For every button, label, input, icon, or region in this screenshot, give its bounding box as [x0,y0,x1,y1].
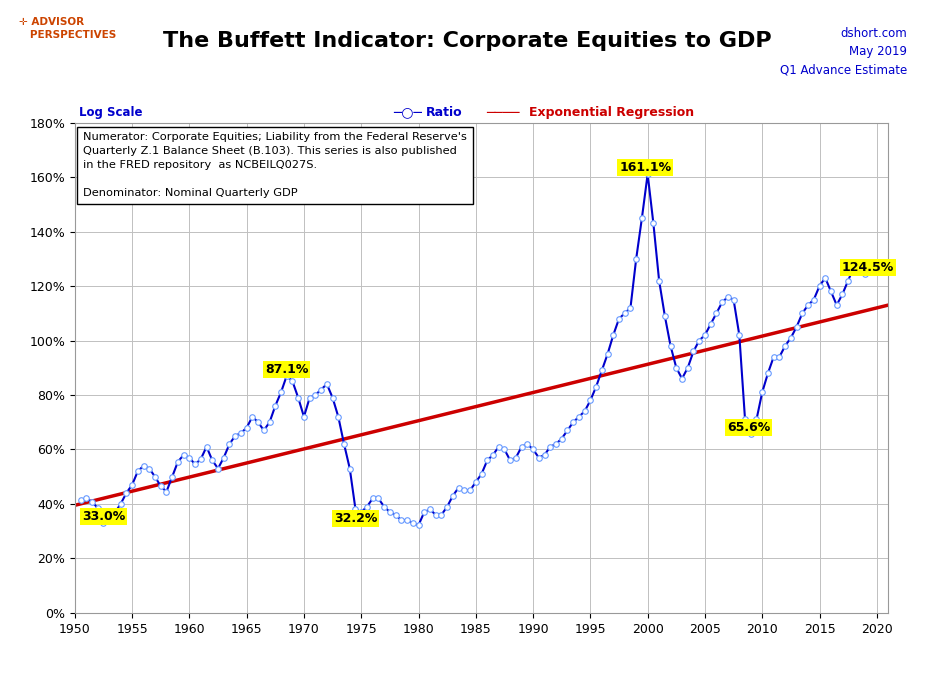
Text: 87.1%: 87.1% [265,363,309,376]
Text: 161.1%: 161.1% [619,161,671,174]
Text: Exponential Regression: Exponential Regression [529,106,695,118]
Text: Ratio: Ratio [425,106,462,118]
Text: Log Scale: Log Scale [79,106,143,118]
Text: ─○─: ─○─ [393,106,426,120]
Text: ────: ──── [486,106,520,120]
Text: 32.2%: 32.2% [334,512,377,525]
Text: dshort.com
May 2019
Q1 Advance Estimate: dshort.com May 2019 Q1 Advance Estimate [780,27,907,76]
Text: 65.6%: 65.6% [726,422,770,434]
Text: Numerator: Corporate Equities; Liability from the Federal Reserve's
Quarterly Z.: Numerator: Corporate Equities; Liability… [83,132,467,198]
Text: ✛ ADVISOR
   PERSPECTIVES: ✛ ADVISOR PERSPECTIVES [19,17,116,40]
Text: 124.5%: 124.5% [842,261,894,274]
Text: 33.0%: 33.0% [82,510,125,523]
Text: The Buffett Indicator: Corporate Equities to GDP: The Buffett Indicator: Corporate Equitie… [164,31,771,50]
